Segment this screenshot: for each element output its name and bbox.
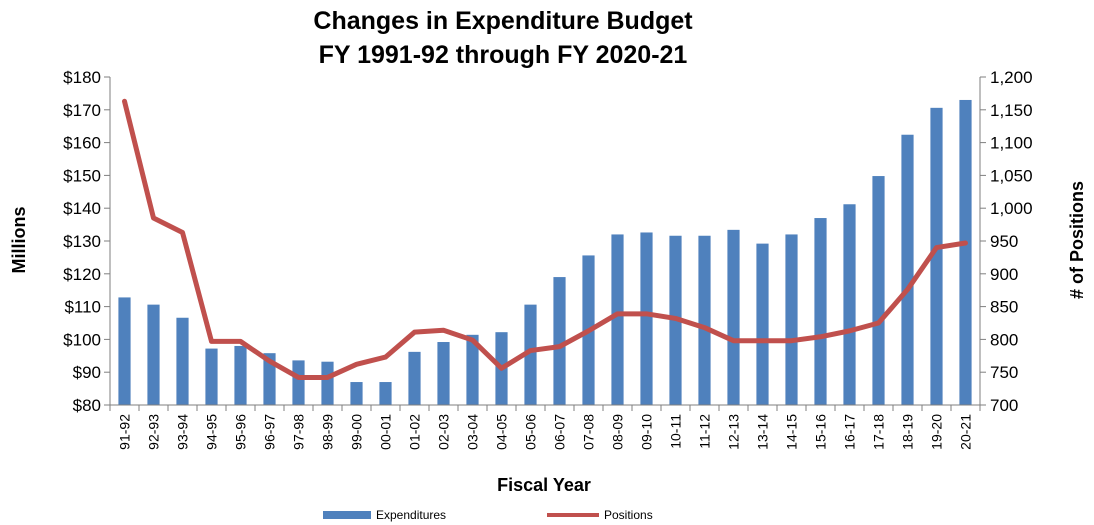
y-tick-label: $110 xyxy=(64,298,101,317)
x-tick-label: 97-98 xyxy=(291,414,307,450)
x-tick-label: 17-18 xyxy=(871,414,887,450)
x-tick-label: 03-04 xyxy=(465,414,481,450)
y-axis-title: Millions xyxy=(9,207,29,274)
x-tick-label: 13-14 xyxy=(755,414,771,450)
x-tick-label: 06-07 xyxy=(552,414,568,450)
positions-line xyxy=(122,98,968,380)
bar-95-96 xyxy=(234,345,247,405)
y2-tick-label: 1,050 xyxy=(990,166,1033,185)
y2-tick-label: 1,150 xyxy=(990,101,1033,120)
bar-92-93 xyxy=(147,304,160,405)
x-tick-label: 14-15 xyxy=(784,414,800,450)
y-tick-label: $180 xyxy=(63,68,101,87)
legend-swatch-expenditures xyxy=(323,511,371,519)
y-tick-label: $100 xyxy=(63,330,101,349)
left-y-ticks: $80 $90 $100 $110 $120 $130 $140 $150 $160 $170 $1… xyxy=(63,68,110,415)
x-ticks: 91-92 92-93 93-94 94-95 95-96 96-97 97-98 98-99… xyxy=(109,405,981,450)
x-tick-label: 07-08 xyxy=(581,414,597,450)
y2-tick-label: 900 xyxy=(990,265,1018,284)
bar-14-15 xyxy=(785,234,798,405)
x-tick-label: 95-96 xyxy=(233,414,249,450)
chart-title-line-1: Changes in Expenditure Budget xyxy=(313,7,693,35)
x-tick-label: 02-03 xyxy=(436,414,452,450)
x-axis-title: Fiscal Year xyxy=(497,475,591,495)
x-tick-label: 10-11 xyxy=(668,414,684,449)
bar-series xyxy=(118,99,972,406)
x-tick-label: 16-17 xyxy=(842,414,858,450)
x-tick-label: 92-93 xyxy=(146,414,162,450)
bar-11-12 xyxy=(698,235,711,405)
bar-01-02 xyxy=(408,351,421,405)
y-tick-label: $130 xyxy=(63,232,101,251)
x-tick-label: 09-10 xyxy=(639,414,655,450)
x-tick-label: 08-09 xyxy=(610,414,626,450)
bar-20-21 xyxy=(959,99,972,406)
legend-label-positions: Positions xyxy=(604,508,653,522)
bar-03-04 xyxy=(466,334,479,405)
x-tick-label: 11-12 xyxy=(697,414,713,449)
y2-tick-label: 1,200 xyxy=(990,68,1033,87)
y-tick-label: $90 xyxy=(73,363,101,382)
y-tick-label: $150 xyxy=(63,166,101,185)
bar-12-13 xyxy=(727,229,740,405)
bar-17-18 xyxy=(872,176,885,405)
x-tick-label: 19-20 xyxy=(929,414,945,450)
x-tick-label: 94-95 xyxy=(204,414,220,450)
x-tick-label: 05-06 xyxy=(523,414,539,450)
x-tick-label: 01-02 xyxy=(407,414,423,450)
y2-tick-label: 1,100 xyxy=(990,134,1033,153)
x-tick-label: 18-19 xyxy=(900,414,916,450)
x-tick-label: 12-13 xyxy=(726,414,742,450)
bar-15-16 xyxy=(814,218,827,405)
x-tick-label: 93-94 xyxy=(175,414,191,450)
bar-09-10 xyxy=(640,232,653,405)
y2-tick-label: 750 xyxy=(990,363,1018,382)
y-tick-label: $120 xyxy=(63,265,101,284)
y-tick-label: $80 xyxy=(73,396,101,415)
right-y-ticks: 700 750 800 850 900 950 1,000 1,050 1,100 1,150 1,… xyxy=(980,68,1033,415)
bar-99-00 xyxy=(350,382,363,405)
bar-93-94 xyxy=(176,317,189,405)
bar-05-06 xyxy=(524,304,537,405)
bar-94-95 xyxy=(205,348,218,405)
y2-tick-label: 850 xyxy=(990,298,1018,317)
y2-tick-label: 700 xyxy=(990,396,1018,415)
x-tick-label: 20-21 xyxy=(958,414,974,450)
bar-19-20 xyxy=(930,107,943,405)
y-tick-label: $160 xyxy=(63,134,101,153)
bar-02-03 xyxy=(437,342,450,405)
chart-title-line-2: FY 1991-92 through FY 2020-21 xyxy=(319,41,688,69)
y-tick-label: $170 xyxy=(63,101,101,120)
bar-16-17 xyxy=(843,204,856,405)
x-tick-label: 00-01 xyxy=(378,414,394,450)
x-tick-label: 96-97 xyxy=(262,414,278,450)
bar-13-14 xyxy=(756,243,769,405)
legend-label-expenditures: Expenditures xyxy=(376,508,446,522)
x-tick-label: 99-00 xyxy=(349,414,365,450)
y2-tick-label: 800 xyxy=(990,330,1018,349)
legend: Expenditures Positions xyxy=(323,508,653,522)
bar-06-07 xyxy=(553,277,566,405)
bar-91-92 xyxy=(118,297,131,405)
y-tick-label: $140 xyxy=(63,199,101,218)
bar-97-98 xyxy=(292,360,305,405)
bar-96-97 xyxy=(263,353,276,405)
x-tick-label: 15-16 xyxy=(813,414,829,450)
x-tick-label: 98-99 xyxy=(320,414,336,450)
y2-tick-label: 950 xyxy=(990,232,1018,251)
y2-tick-label: 1,000 xyxy=(990,199,1033,218)
x-tick-label: 91-92 xyxy=(117,414,133,450)
y2-axis-title: # of Positions xyxy=(1067,181,1087,299)
bar-08-09 xyxy=(611,234,624,405)
x-tick-label: 04-05 xyxy=(494,414,510,450)
bar-00-01 xyxy=(379,382,392,405)
bar-18-19 xyxy=(901,134,914,406)
line-series xyxy=(122,98,968,380)
bar-98-99 xyxy=(321,361,334,405)
